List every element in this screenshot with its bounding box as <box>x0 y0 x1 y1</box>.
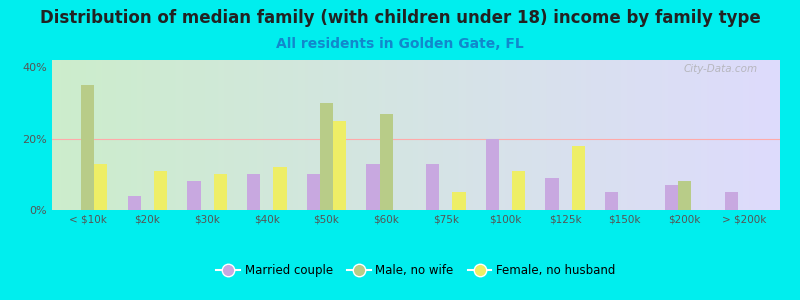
Bar <box>512 171 525 210</box>
Bar <box>379 114 393 210</box>
Bar <box>366 164 379 210</box>
Bar <box>306 174 320 210</box>
Bar <box>426 164 439 210</box>
Text: Distribution of median family (with children under 18) income by family type: Distribution of median family (with chil… <box>40 9 760 27</box>
Bar <box>546 178 558 210</box>
Legend: Married couple, Male, no wife, Female, no husband: Married couple, Male, no wife, Female, n… <box>212 260 620 282</box>
Bar <box>665 185 678 210</box>
Bar <box>247 174 260 210</box>
Bar <box>572 146 585 210</box>
Bar <box>82 85 94 210</box>
Bar <box>274 167 286 210</box>
Text: All residents in Golden Gate, FL: All residents in Golden Gate, FL <box>276 38 524 52</box>
Bar <box>187 182 201 210</box>
Bar <box>320 103 333 210</box>
Bar <box>486 139 499 210</box>
Bar <box>605 192 618 210</box>
Bar <box>128 196 141 210</box>
Bar <box>214 174 227 210</box>
Bar <box>452 192 466 210</box>
Bar <box>725 192 738 210</box>
Bar <box>154 171 167 210</box>
Bar <box>678 182 691 210</box>
Text: City-Data.com: City-Data.com <box>684 64 758 74</box>
Bar <box>94 164 107 210</box>
Bar <box>333 121 346 210</box>
